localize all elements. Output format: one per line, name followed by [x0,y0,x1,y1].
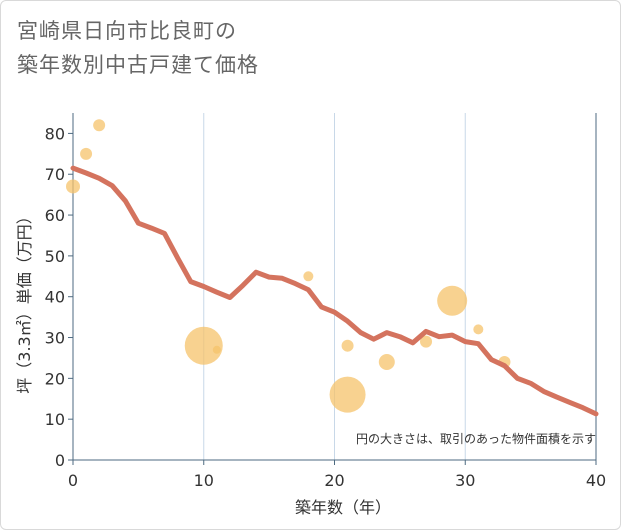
y-tick-label: 80 [45,124,65,143]
y-tick-label: 10 [45,410,65,429]
bubble-series [66,119,511,413]
y-tick-label: 40 [45,288,65,307]
bubble-point [184,326,223,365]
x-axis-title: 築年数（年） [295,498,391,517]
bubble-point [329,376,366,413]
bubble-point [378,354,395,371]
y-axis-title: 坪（3.3㎡）単価（万円） [15,208,34,393]
x-tick-label: 0 [68,471,78,490]
chart-title-line1: 宮崎県日向市比良町の [17,19,237,43]
y-tick-label: 0 [55,451,65,470]
bubble-point [420,335,433,348]
x-tick-label: 40 [586,471,606,490]
y-tick-label: 30 [45,329,65,348]
y-tick-labels: 0 10 20 30 40 50 60 70 80 [45,124,73,470]
bubble-point [303,271,314,282]
bubble-point [437,285,468,316]
trend-line [70,165,599,417]
y-tick-label: 60 [45,206,65,225]
y-tick-label: 70 [45,165,65,184]
chart-title-line2: 築年数別中古戸建て価格 [17,53,259,77]
x-tick-label: 20 [324,471,344,490]
bubble-point [212,345,221,354]
x-tick-label: 30 [455,471,475,490]
bubble-point [80,147,93,160]
bubble-point [93,119,106,132]
y-tick-label: 50 [45,247,65,266]
bubble-point [341,339,354,352]
bubble-size-note: 円の大きさは、取引のあった物件面積を示す [356,431,596,446]
x-tick-label: 10 [194,471,214,490]
x-tick-labels: 0 10 20 30 40 [68,460,606,490]
bubble-point [66,179,80,194]
chart-title: 宮崎県日向市比良町の 築年数別中古戸建て価格 [17,14,259,82]
y-tick-label: 20 [45,369,65,388]
bubble-point [473,324,484,335]
